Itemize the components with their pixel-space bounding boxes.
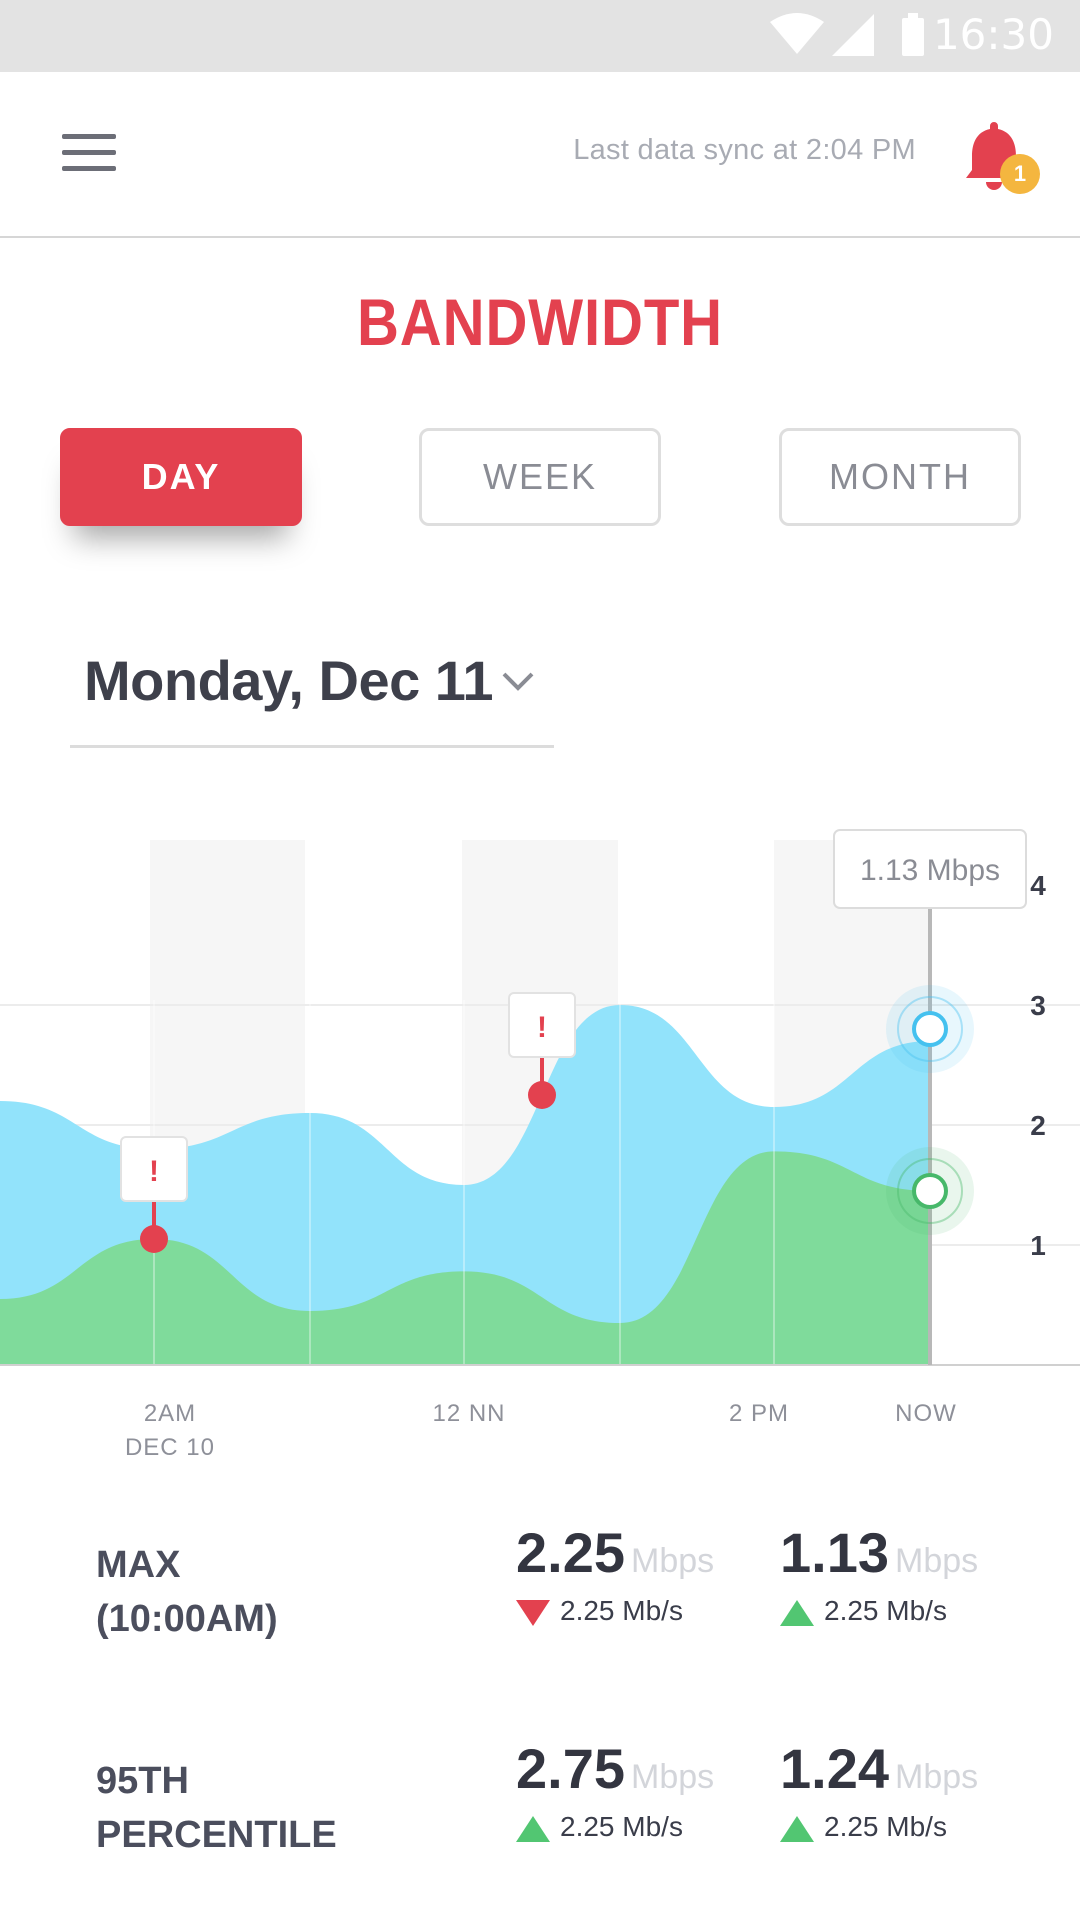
tab-week[interactable]: WEEK <box>419 428 661 526</box>
date-dropdown[interactable]: Monday, Dec 11 <box>70 640 554 748</box>
y-tick-label: 4 <box>1030 870 1046 901</box>
trend-up-icon <box>516 1815 550 1842</box>
trend-up-icon <box>780 1815 814 1842</box>
stat-upload-max: 1.13 Mbps 2.25 Mb/s <box>780 1521 979 1626</box>
tab-day[interactable]: DAY <box>60 428 302 526</box>
stat-download-95th: 2.75 Mbps 2.25 Mb/s <box>516 1737 715 1842</box>
status-bar: 16:30 <box>0 0 1080 72</box>
chevron-down-icon <box>502 672 534 691</box>
y-tick-label: 1 <box>1030 1230 1046 1261</box>
x-tick-label: 2 PM <box>728 1400 789 1427</box>
wifi-icon <box>770 13 824 54</box>
x-tick-label: 12 NN <box>432 1400 506 1427</box>
tab-month[interactable]: MONTH <box>779 428 1021 526</box>
battery-icon <box>902 18 924 56</box>
current-value-point <box>912 1173 948 1209</box>
signal-icon <box>832 14 874 56</box>
stat-label-95th: 95TH PERCENTILE <box>96 1760 337 1856</box>
bandwidth-chart: 1 2 3 4 !! 1.13 Mbps <box>0 829 1080 1366</box>
alert-marker[interactable]: ! <box>120 1136 188 1253</box>
alert-icon: ! <box>149 1155 159 1188</box>
notification-bell-icon[interactable]: 1 <box>962 118 1042 202</box>
stat-label-max: MAX (10:00AM) <box>96 1544 278 1640</box>
status-icons <box>770 13 924 56</box>
stat-upload-95th: 1.24 Mbps 2.25 Mb/s <box>780 1737 979 1842</box>
alert-icon: ! <box>537 1011 547 1044</box>
app-bar: Last data sync at 2:04 PM 1 <box>0 72 1080 238</box>
alert-marker[interactable]: ! <box>508 992 576 1109</box>
y-tick-label: 3 <box>1030 990 1046 1021</box>
status-time: 16:30 <box>932 10 1054 59</box>
value-tooltip: 1.13 Mbps <box>833 829 1027 909</box>
y-tick-label: 2 <box>1030 1110 1046 1141</box>
page-title: BANDWIDTH <box>356 285 724 359</box>
trend-up-icon <box>780 1599 814 1626</box>
x-tick-label: NOW <box>895 1400 957 1427</box>
stat-download-max: 2.25 Mbps 2.25 Mb/s <box>516 1521 715 1626</box>
sync-status: Last data sync at 2:04 PM <box>573 134 916 166</box>
x-tick-label: 2AM DEC 10 <box>124 1400 216 1461</box>
date-value: Monday, Dec 11 <box>84 649 494 712</box>
current-value-point <box>912 1011 948 1047</box>
series-upload-area <box>0 1151 930 1365</box>
menu-icon[interactable] <box>56 128 124 180</box>
trend-down-icon <box>516 1599 550 1626</box>
tooltip-text: 1.13 Mbps <box>860 854 1000 887</box>
notification-badge: 1 <box>1000 154 1040 194</box>
